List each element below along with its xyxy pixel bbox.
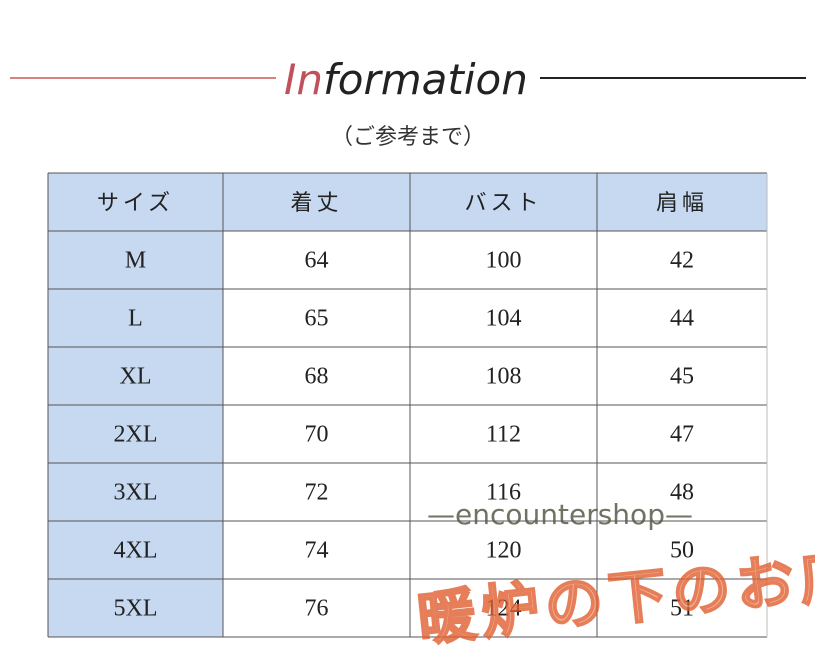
measurement: 50 — [670, 538, 694, 564]
title-rest: formation — [323, 55, 528, 104]
size-label: L — [128, 306, 143, 332]
measurement: 48 — [670, 480, 694, 506]
measurement: 108 — [486, 364, 522, 390]
size-label: 5XL — [114, 596, 158, 622]
size-label: XL — [120, 364, 152, 390]
measurement: 116 — [486, 480, 521, 506]
column-header: バスト — [464, 191, 542, 216]
measurement: 74 — [305, 538, 329, 564]
size-label: 4XL — [114, 538, 158, 564]
column-header: サイズ — [97, 191, 174, 216]
size-label: 3XL — [114, 480, 158, 506]
measurement: 47 — [670, 422, 694, 448]
shop-watermark: —encountershop— — [427, 498, 693, 531]
size-table: サイズ 着丈 バスト 肩幅 M 64 100 42 L 65 104 44 XL 68 108 45 2XL 70… — [47, 172, 768, 638]
measurement: 70 — [305, 422, 329, 448]
measurement: 65 — [305, 306, 329, 332]
measurement: 100 — [486, 248, 522, 274]
measurement: 104 — [486, 306, 522, 332]
measurement: 76 — [305, 596, 329, 622]
column-header: 肩幅 — [656, 191, 708, 216]
measurement: 44 — [670, 306, 694, 332]
size-label: M — [125, 248, 146, 274]
measurement: 72 — [305, 480, 329, 506]
measurement: 45 — [670, 364, 694, 390]
subtitle: （ご参考まで） — [331, 125, 485, 150]
title: Information — [284, 55, 528, 104]
measurement: 124 — [486, 596, 522, 622]
measurement: 112 — [486, 422, 521, 448]
measurement: 120 — [486, 538, 522, 564]
title-accent: In — [284, 55, 323, 104]
column-header: 着丈 — [290, 191, 342, 216]
size-label: 2XL — [114, 422, 158, 448]
measurement: 42 — [670, 248, 694, 274]
measurement: 68 — [305, 364, 329, 390]
measurement: 51 — [670, 596, 694, 622]
measurement: 64 — [305, 248, 329, 274]
